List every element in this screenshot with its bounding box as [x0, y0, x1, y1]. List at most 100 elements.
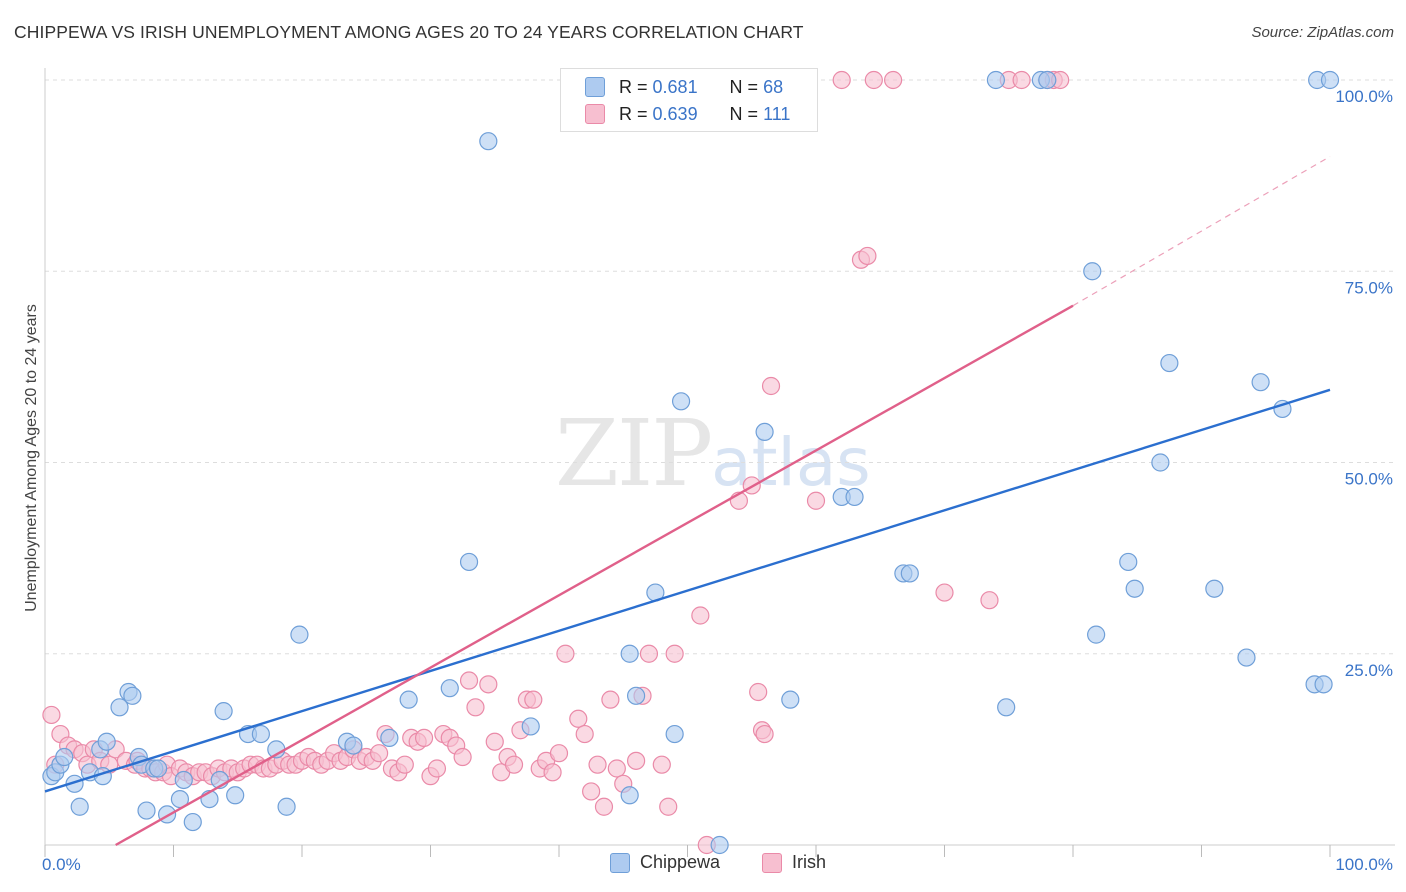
chippewa-point [251, 724, 270, 744]
chippewa-point [1205, 579, 1224, 598]
chippewa-point [845, 487, 864, 507]
source-credit: Source: ZipAtlas.com [1251, 24, 1394, 41]
chippewa-point [290, 625, 309, 644]
chippewa-point [380, 728, 399, 748]
chippewa-point [123, 686, 142, 705]
chippewa-point [997, 698, 1016, 717]
chippewa-point [1251, 373, 1270, 392]
irish-point [652, 755, 671, 774]
irish-point [42, 705, 61, 725]
irish-point [607, 759, 626, 778]
y-tick-label: 100.0% [1335, 87, 1393, 106]
chippewa-point [665, 724, 684, 744]
tick-layer: 25.0% 50.0% 75.0% 100.0% 0.0% 100.0% [42, 87, 1393, 874]
chart-title: CHIPPEWA VS IRISH UNEMPLOYMENT AMONG AGE… [14, 22, 804, 42]
legend-r-label: R = [619, 76, 648, 97]
irish-point [755, 724, 774, 744]
irish-point [414, 728, 434, 748]
irish-point [761, 376, 781, 396]
grid-layer [45, 79, 1395, 655]
chippewa-point [214, 702, 233, 721]
irish-point [453, 747, 472, 767]
irish-point [466, 698, 485, 717]
chippewa-point [70, 797, 89, 816]
chippewa-point [1320, 70, 1340, 90]
chippewa-point [1087, 625, 1106, 644]
legend-row-irish: R = 0.639 N = 111 [585, 102, 790, 126]
chippewa-point [226, 786, 245, 805]
irish-point [659, 797, 678, 816]
legend-swatch-irish [585, 104, 605, 124]
x-tick-label: 100.0% [1335, 855, 1393, 874]
watermark: ZIPatlas [555, 400, 871, 507]
irish-point [504, 755, 524, 774]
irish-point [569, 709, 588, 728]
chippewa-point [900, 564, 919, 583]
irish-point [588, 755, 607, 774]
chippewa-point [1038, 70, 1057, 90]
chippewa-point [277, 797, 296, 816]
bottom-swatch-irish [762, 852, 782, 873]
bottom-swatch-chippewa [610, 852, 630, 873]
irish-point [883, 70, 903, 90]
chippewa-point [1125, 579, 1144, 598]
chippewa-point [1237, 648, 1256, 667]
irish-point [691, 606, 710, 625]
irish-point [556, 644, 575, 663]
chippewa-point [148, 759, 168, 778]
irish-points [42, 70, 1070, 855]
irish-point [806, 491, 826, 510]
irish-point [832, 70, 851, 90]
bottom-legend-irish: Irish [762, 852, 826, 873]
chippewa-point [459, 552, 479, 572]
irish-point [543, 763, 562, 782]
irish-point [479, 675, 498, 694]
irish-point [594, 797, 614, 816]
irish-trend-line [115, 304, 1074, 847]
chippewa-point [521, 717, 540, 736]
legend-n-value: 68 [763, 76, 784, 97]
irish-point [935, 583, 954, 602]
y-tick-label: 75.0% [1345, 278, 1393, 297]
chippewa-point [1151, 453, 1170, 472]
chippewa-point [440, 679, 459, 698]
chippewa-point [399, 690, 418, 709]
chippewa-point [710, 835, 729, 855]
irish-point [749, 682, 768, 702]
irish-point [639, 644, 659, 663]
chippewa-trend-line [44, 388, 1331, 793]
chippewa-point [671, 392, 691, 411]
irish-point [601, 690, 620, 709]
irish-point [626, 751, 646, 770]
irish-point [864, 70, 883, 90]
irish-point [395, 755, 414, 774]
chippewa-point [110, 698, 129, 717]
bottom-legend-label: Chippewa [640, 852, 721, 872]
legend-row-chippewa: R = 0.681 N = 68 [585, 75, 783, 99]
chippewa-point [479, 132, 498, 151]
y-tick-label: 50.0% [1345, 470, 1393, 489]
chippewa-point [620, 644, 639, 663]
chippewa-point [1083, 262, 1102, 281]
bottom-legend-label: Irish [792, 852, 827, 872]
irish-point [1012, 70, 1031, 90]
chippewa-point [1119, 552, 1138, 572]
trend-layer [44, 155, 1331, 847]
watermark-zip: ZIP [555, 400, 713, 507]
chippewa-point [344, 736, 363, 755]
chippewa-point [1160, 353, 1179, 373]
irish-point [858, 246, 877, 266]
legend-n-label: N = [729, 103, 759, 124]
legend-r-value: 0.639 [652, 103, 698, 124]
legend-r-label: R = [619, 103, 648, 124]
chippewa-point [1273, 399, 1292, 419]
irish-point [575, 724, 594, 744]
irish-point [485, 732, 504, 751]
bottom-legend-chippewa: Chippewa [610, 852, 720, 873]
x-tick-label: 0.0% [42, 855, 81, 874]
chippewa-point [174, 770, 193, 790]
irish-point [370, 744, 389, 763]
chippewa-point [620, 786, 639, 805]
chippewa-point [183, 812, 202, 832]
legend-n-label: N = [729, 76, 759, 97]
